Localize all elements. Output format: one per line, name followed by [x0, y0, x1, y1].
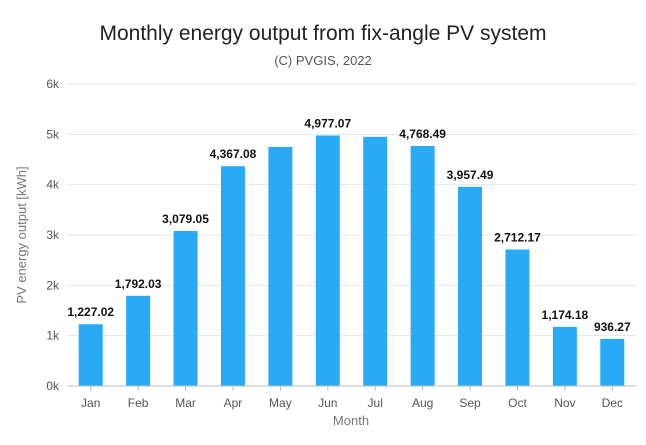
y-tick-label: 5k	[46, 127, 60, 141]
x-tick-label: Jul	[368, 396, 383, 410]
x-tick-label: May	[269, 396, 292, 410]
bar-may	[268, 146, 293, 386]
bar-feb	[126, 295, 151, 386]
bar-oct	[505, 249, 530, 386]
data-label-jun: 4,977.07	[304, 116, 351, 130]
data-label-apr: 4,367.08	[210, 147, 257, 161]
bar-dec	[600, 338, 625, 386]
x-tick-label: Dec	[602, 396, 623, 410]
y-tick-label: 4k	[46, 178, 60, 192]
bar-jan	[78, 324, 103, 386]
bar-jul	[363, 136, 388, 386]
data-label-aug: 4,768.49	[399, 127, 446, 141]
bar-apr	[220, 166, 245, 386]
x-tick-label: Jun	[318, 396, 337, 410]
x-tick-label: Feb	[128, 396, 149, 410]
y-tick-label: 0k	[46, 379, 60, 393]
axis-layer: 0k 1k 2k 3k 4k 5k 6k Jan Feb Mar Apr May Jun Jul Aug Se…	[46, 77, 636, 410]
y-axis-title: PV energy output [kWh]	[14, 166, 29, 303]
x-tick-label: Sep	[459, 396, 481, 410]
bar-jun	[315, 135, 340, 386]
data-label-mar: 3,079.05	[162, 212, 209, 226]
chart-subtitle: (C) PVGIS, 2022	[274, 53, 372, 68]
data-label-sep: 3,957.49	[447, 168, 494, 182]
data-label-dec: 936.27	[594, 320, 631, 334]
x-tick-label: Jan	[81, 396, 100, 410]
data-label-layer: 1,227.021,792.03 3,079.05 4,367.08 4,977.07…	[67, 116, 631, 333]
x-tick-label: Oct	[508, 396, 527, 410]
data-label-jan: 1,227.02	[67, 305, 114, 319]
data-label-oct: 2,712.17	[494, 230, 541, 244]
x-axis-title: Month	[333, 413, 369, 428]
x-tick-label: Aug	[412, 396, 433, 410]
bar-nov	[552, 326, 577, 386]
y-tick-label: 1k	[46, 329, 60, 343]
x-tick-label: Mar	[175, 396, 196, 410]
y-tick-label: 6k	[46, 77, 60, 91]
grid-layer	[67, 83, 636, 337]
x-tick-label: Apr	[224, 396, 243, 410]
y-tick-label: 3k	[46, 228, 60, 242]
data-label-feb: 1,792.03	[115, 277, 162, 291]
bar-aug	[410, 145, 435, 386]
y-tick-label: 2k	[46, 278, 60, 292]
x-tick-label: Nov	[554, 396, 575, 410]
bar-layer	[78, 135, 625, 386]
bar-sep	[458, 186, 483, 386]
bar-mar	[173, 231, 198, 386]
chart-title: Monthly energy output from fix-angle PV …	[99, 22, 547, 45]
data-label-nov: 1,174.18	[542, 308, 589, 322]
